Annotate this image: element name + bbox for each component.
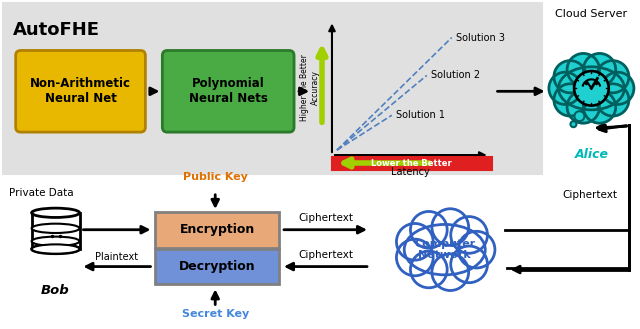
- Circle shape: [432, 254, 468, 291]
- Text: Secret Key: Secret Key: [182, 309, 249, 319]
- Circle shape: [567, 91, 600, 123]
- Ellipse shape: [31, 208, 79, 217]
- Text: Computer
Network: Computer Network: [414, 239, 476, 261]
- Bar: [156, 212, 279, 248]
- Circle shape: [549, 72, 581, 104]
- Text: Cloud Server: Cloud Server: [556, 9, 627, 19]
- Circle shape: [573, 70, 609, 106]
- Text: Ciphertext: Ciphertext: [298, 213, 353, 223]
- Text: Private Data: Private Data: [9, 188, 74, 198]
- Text: Bob: Bob: [41, 285, 70, 297]
- Circle shape: [458, 231, 495, 268]
- Ellipse shape: [404, 224, 485, 275]
- Circle shape: [575, 111, 584, 121]
- Text: AutoFHE: AutoFHE: [13, 21, 100, 38]
- Text: Solution 3: Solution 3: [456, 33, 505, 42]
- Bar: [3, 3, 541, 174]
- Ellipse shape: [31, 244, 79, 254]
- Text: Non-Arithmetic
Neural Net: Non-Arithmetic Neural Net: [30, 77, 131, 105]
- Circle shape: [410, 212, 447, 248]
- FancyBboxPatch shape: [15, 50, 145, 132]
- Circle shape: [554, 84, 586, 116]
- Text: Higher the Better
Accuracy: Higher the Better Accuracy: [300, 54, 320, 121]
- Text: Plaintext: Plaintext: [95, 252, 138, 262]
- Text: Public Key: Public Key: [183, 172, 248, 182]
- Ellipse shape: [31, 237, 79, 246]
- Text: Latency: Latency: [392, 167, 430, 177]
- Text: Lower the Better: Lower the Better: [371, 159, 452, 168]
- Circle shape: [567, 53, 600, 86]
- Text: Ciphertext: Ciphertext: [298, 250, 353, 260]
- Bar: [156, 249, 279, 285]
- Ellipse shape: [559, 67, 625, 110]
- Ellipse shape: [31, 224, 79, 233]
- Circle shape: [584, 91, 616, 123]
- Text: Polynomial
Neural Nets: Polynomial Neural Nets: [189, 77, 268, 105]
- FancyBboxPatch shape: [163, 50, 294, 132]
- Circle shape: [596, 61, 629, 93]
- Circle shape: [554, 61, 586, 93]
- Circle shape: [396, 223, 433, 260]
- Circle shape: [432, 209, 468, 245]
- Circle shape: [570, 121, 577, 127]
- Circle shape: [396, 239, 433, 276]
- Text: Decryption: Decryption: [179, 260, 255, 273]
- Circle shape: [584, 53, 616, 86]
- Circle shape: [410, 251, 447, 288]
- Text: Encryption: Encryption: [180, 223, 255, 236]
- Circle shape: [575, 72, 607, 104]
- Text: Ciphertext: Ciphertext: [562, 190, 617, 200]
- Text: Solution 1: Solution 1: [396, 110, 445, 120]
- Circle shape: [451, 246, 488, 283]
- Text: Alice: Alice: [575, 148, 609, 161]
- Text: Solution 2: Solution 2: [431, 70, 480, 80]
- Circle shape: [451, 216, 488, 253]
- Circle shape: [596, 84, 629, 116]
- Circle shape: [602, 72, 634, 104]
- Bar: [332, 157, 492, 170]
- Ellipse shape: [31, 244, 79, 254]
